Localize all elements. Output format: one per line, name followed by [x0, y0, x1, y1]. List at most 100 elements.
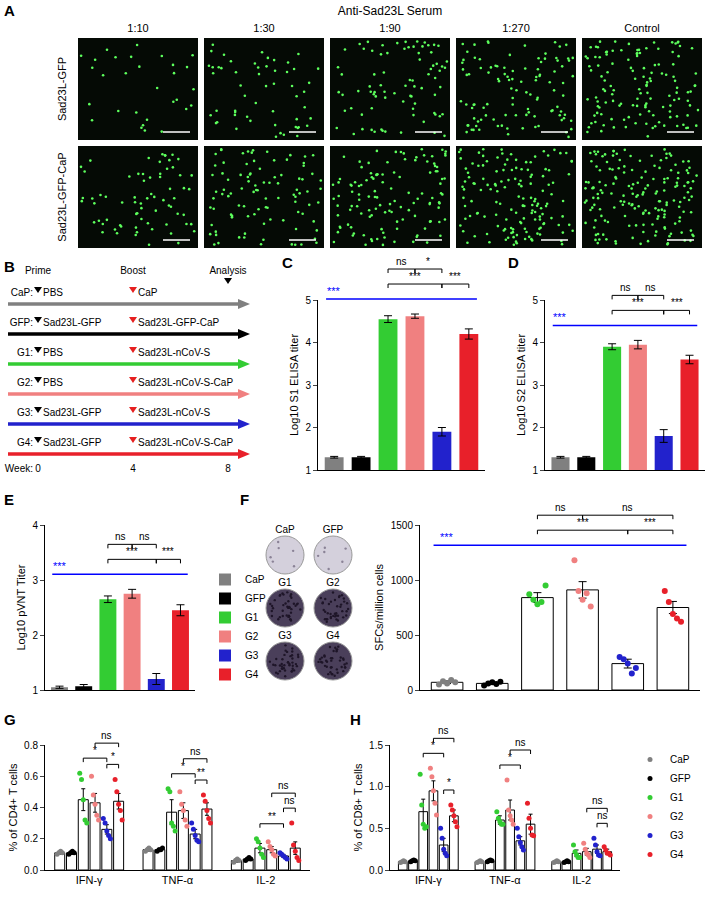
svg-text:ns: ns: [101, 730, 112, 741]
svg-text:1:270: 1:270: [502, 22, 530, 34]
svg-text:G3: G3: [245, 650, 259, 661]
svg-text:*: *: [111, 751, 115, 762]
svg-text:Sad23L-GFP-CaP: Sad23L-GFP-CaP: [56, 152, 68, 241]
svg-text:2: 2: [305, 422, 311, 433]
svg-text:***: ***: [449, 271, 461, 282]
svg-text:G: G: [4, 711, 16, 728]
svg-text:GFP: GFP: [323, 524, 344, 535]
svg-text:CaP: CaP: [275, 524, 295, 535]
svg-text:1000: 1000: [391, 575, 414, 586]
svg-text:2: 2: [532, 422, 538, 433]
svg-text:E: E: [4, 491, 14, 508]
svg-text:Week:: Week:: [5, 463, 33, 474]
svg-text:TNF-α: TNF-α: [489, 874, 521, 886]
svg-text:G1: G1: [245, 612, 259, 623]
svg-text:***: ***: [440, 531, 454, 543]
svg-text:1:30: 1:30: [253, 22, 274, 34]
svg-text:Sad23L-nCoV-S: Sad23L-nCoV-S: [138, 347, 211, 358]
svg-text:ns: ns: [190, 746, 201, 757]
svg-text:Log10 pVNT Titer: Log10 pVNT Titer: [15, 564, 27, 650]
svg-text:3: 3: [32, 575, 38, 586]
svg-text:1500: 1500: [391, 520, 414, 531]
svg-text:8: 8: [225, 463, 231, 474]
svg-text:GFP: GFP: [670, 773, 691, 784]
svg-text:C: C: [282, 254, 293, 271]
svg-text:Sad23L-nCoV-S-CaP: Sad23L-nCoV-S-CaP: [138, 437, 233, 448]
svg-text:4: 4: [32, 520, 38, 531]
svg-text:G2: G2: [670, 811, 684, 822]
svg-text:B: B: [4, 258, 15, 275]
svg-text:*: *: [508, 752, 512, 763]
svg-text:ns: ns: [515, 737, 526, 748]
svg-text:3: 3: [532, 380, 538, 391]
svg-text:*: *: [426, 256, 430, 267]
svg-text:A: A: [4, 2, 15, 19]
svg-text:TNF-α: TNF-α: [162, 874, 194, 886]
svg-text:0.6: 0.6: [24, 771, 38, 782]
svg-text:CaP:: CaP:: [11, 287, 33, 298]
svg-text:***: ***: [126, 546, 138, 557]
svg-text:***: ***: [409, 271, 421, 282]
svg-text:% of CD4+ T cells: % of CD4+ T cells: [7, 763, 19, 851]
svg-text:F: F: [240, 491, 249, 508]
svg-text:PBS: PBS: [43, 347, 63, 358]
svg-text:ns: ns: [645, 282, 656, 293]
svg-text:ns: ns: [597, 810, 608, 821]
svg-text:3: 3: [305, 380, 311, 391]
svg-text:0.4: 0.4: [24, 802, 38, 813]
svg-text:ns: ns: [592, 795, 603, 806]
svg-text:***: ***: [53, 560, 67, 572]
svg-text:*: *: [93, 745, 97, 756]
svg-text:G3: G3: [670, 830, 684, 841]
svg-text:500: 500: [396, 630, 413, 641]
svg-text:1: 1: [32, 685, 38, 696]
svg-text:*: *: [181, 761, 185, 772]
svg-text:**: **: [197, 767, 205, 778]
svg-text:G2:: G2:: [17, 377, 33, 388]
svg-text:0.8: 0.8: [24, 740, 38, 751]
svg-text:Log10 S2 ELISA titer: Log10 S2 ELISA titer: [515, 334, 527, 436]
svg-text:G1:: G1:: [17, 347, 33, 358]
svg-text:IFN-γ: IFN-γ: [76, 874, 103, 886]
svg-text:5: 5: [532, 295, 538, 306]
svg-text:1: 1: [305, 465, 311, 476]
svg-text:1:10: 1:10: [127, 22, 148, 34]
svg-text:G4: G4: [670, 849, 684, 860]
svg-text:ns: ns: [622, 502, 633, 513]
svg-text:D: D: [508, 254, 519, 271]
svg-text:Sad23L-GFP: Sad23L-GFP: [43, 437, 102, 448]
svg-text:0.2: 0.2: [24, 833, 38, 844]
svg-text:Anti-Sad23L Serum: Anti-Sad23L Serum: [338, 4, 442, 18]
svg-text:4: 4: [305, 337, 311, 348]
svg-text:PBS: PBS: [43, 287, 63, 298]
svg-text:GFP: GFP: [245, 593, 266, 604]
svg-text:*: *: [447, 777, 451, 788]
svg-text:***: ***: [632, 297, 644, 308]
svg-text:G1: G1: [670, 792, 684, 803]
svg-text:0: 0: [35, 463, 41, 474]
svg-text:ns: ns: [284, 795, 295, 806]
svg-text:G2: G2: [326, 577, 340, 588]
svg-text:1: 1: [532, 465, 538, 476]
svg-text:*: *: [431, 740, 435, 751]
svg-text:***: ***: [577, 517, 589, 528]
svg-text:Sad23L-GFP-CaP: Sad23L-GFP-CaP: [138, 317, 219, 328]
svg-text:IFN-γ: IFN-γ: [415, 874, 442, 886]
svg-text:SFCs/million cells: SFCs/million cells: [373, 564, 385, 651]
svg-text:Boost: Boost: [120, 265, 146, 276]
svg-text:0.0: 0.0: [369, 865, 383, 876]
svg-text:Analysis: Analysis: [209, 265, 246, 276]
svg-text:G3:: G3:: [17, 407, 33, 418]
svg-text:ns: ns: [139, 531, 150, 542]
svg-text:1:90: 1:90: [379, 22, 400, 34]
svg-text:**: **: [268, 811, 276, 822]
svg-text:***: ***: [671, 297, 683, 308]
svg-text:Log10 S1 ELISA titer: Log10 S1 ELISA titer: [288, 334, 300, 436]
svg-text:G4:: G4:: [17, 437, 33, 448]
svg-text:G3: G3: [278, 630, 292, 641]
svg-text:CaP: CaP: [138, 287, 158, 298]
svg-text:H: H: [350, 711, 361, 728]
svg-text:5: 5: [305, 295, 311, 306]
svg-text:***: ***: [553, 311, 567, 323]
svg-text:0.5: 0.5: [369, 823, 383, 834]
